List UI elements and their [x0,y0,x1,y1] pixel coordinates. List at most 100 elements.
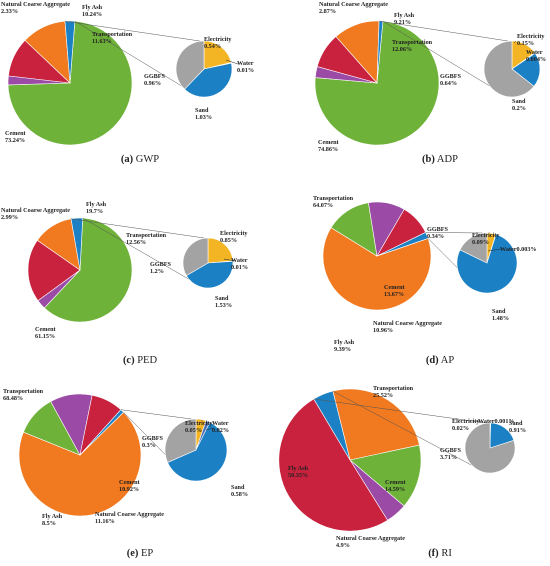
leader-line-water [225,59,239,65]
label-transportation-line: Transportation [92,31,133,38]
sub-slice-ggbfs [182,237,209,277]
label-fly-ash-line: Fly Ash [394,12,415,19]
label-fly-ash-line: Fly Ash [86,201,107,208]
label-electricity-line: 0.09% [472,239,489,246]
label-natural-coarse-aggregate: Natural Coarse Aggregate 11.16% [95,511,164,525]
label-electricity-line: Electricity [452,418,480,425]
label-transportation-line: 64.07% [313,202,333,209]
sub-slice-ggbfs [164,418,197,463]
caption-title: RI [439,548,453,559]
label-fly-ash: Fly Ash 9.39% [334,339,355,353]
label-sand-line: Sand [512,98,526,105]
label-fly-ash: Fly Ash 50.35% [288,465,309,479]
label-fly-ash-line: 10.24% [82,11,102,18]
connector-line-bottom [82,217,205,289]
label-ggbfs-line: GGBFS [440,447,462,454]
label-ggbfs-line: 0.34% [427,233,444,240]
label-water-line: Water [237,60,254,67]
label-ggbfs: GGBFS 1.2% [150,261,172,275]
label-water: Water0.003% [500,246,537,253]
label-cement-line: 74.86% [318,146,338,153]
label-fly-ash: Fly Ash 19.7% [86,201,107,215]
label-water-line: Water0.001% [478,418,515,425]
label-transportation: Transportation 12.56% [126,232,167,246]
label-natural-coarse-aggregate: Natural Coarse Aggregate 2.87% [319,1,388,15]
caption-ap: (d) AP [426,355,454,366]
connector-line-top [313,398,487,424]
label-electricity-line: Electricity [472,232,500,239]
label-water: Water 0.01% [231,257,248,271]
label-ggbfs-line: 0.96% [144,80,161,87]
label-water: Water0.001% [478,418,515,425]
label-sand: Sand 1.03% [195,107,212,121]
sub-slice-ggbfs [464,422,516,474]
caption-letter: (d) [426,355,439,366]
sub-slice-ggbfs [459,232,488,264]
label-fly-ash: Fly Ash 9.21% [394,12,415,26]
label-natural-coarse-aggregate-line: Natural Coarse Aggregate [1,1,70,8]
label-natural-coarse-aggregate-line: Natural Coarse Aggregate [319,1,388,8]
label-cement: Cement 61.15% [35,326,57,340]
label-fly-ash-line: 9.21% [394,19,411,26]
label-cement: Cement 73.24% [5,130,27,144]
slice-fly-ash [27,239,81,302]
label-water: Water 0.02% [212,420,229,434]
label-sand-line: 1.53% [215,302,232,309]
label-fly-ash-line: Fly Ash [42,513,63,520]
label-electricity: Electricity 0.09% [472,232,500,246]
label-ggbfs-line: GGBFS [150,261,172,268]
label-natural-coarse-aggregate: Natural Coarse Aggregate 2.99% [1,207,70,221]
connector-line-bottom [74,20,200,98]
label-fly-ash-line: 50.35% [288,472,308,479]
label-sand: Sand 0.58% [231,484,248,498]
label-fly-ash-line: 19.7% [86,208,103,215]
pie-chart-ep: Transportation 68.48% Cement 10.92% Natural … [3,388,248,559]
leader-line-water [487,248,502,252]
label-ggbfs: GGBFS 0.3% [142,435,164,449]
label-sand-line: Sand [492,308,506,315]
label-cement-line: Cement [385,479,407,486]
label-ggbfs: GGBFS 0.96% [144,73,166,87]
label-cement-line: Cement [119,479,141,486]
sub-slice-sand [456,234,518,294]
label-ggbfs-line: GGBFS [440,73,462,80]
label-natural-coarse-aggregate-line: 2.87% [319,8,336,15]
label-sand-line: 0.58% [231,491,248,498]
label-transportation-line: 68.48% [3,395,23,402]
label-electricity-line: 0.02% [452,425,469,432]
label-water-line: 0.01% [237,67,254,74]
label-electricity: Electricity 0.85% [220,230,248,244]
label-cement-line: 10.92% [119,486,139,493]
label-cement-line: 61.15% [35,333,55,340]
label-water-line: Water [231,257,248,264]
caption-letter: (e) [127,548,139,559]
pie-chart-gwp: Cement 73.24% Natural Coarse Aggregate 2.33… [1,1,254,165]
sub-slice-ggbfs [175,40,205,90]
caption-ped: (c) PED [123,355,158,366]
connector-line-top [64,20,200,42]
label-electricity: Electricity 0.54% [204,36,232,50]
label-transportation-line: Transportation [3,388,44,395]
label-ggbfs: GGBFS 0.34% [427,226,449,240]
label-fly-ash-line: Fly Ash [334,339,355,346]
leader-line-water [223,258,236,262]
pie-chart-ped: Cement 61.15% Natural Coarse Aggregate 2.99… [1,201,248,366]
connector-line-top [379,20,508,42]
label-water-line: Water [212,420,229,427]
label-electricity-line: 0.54% [204,43,221,50]
label-transportation-line: Transportation [392,39,433,46]
connector-line-top [425,232,483,234]
label-transportation-line: 25.52% [373,392,393,399]
pie-chart-ap: Transportation 64.07% Cement 13.67% Natural … [313,195,537,366]
connector-line-top [71,218,205,239]
label-ggbfs-line: 1.2% [150,268,164,275]
caption-letter: (f) [428,548,439,559]
label-transportation-line: Transportation [126,232,167,239]
caption-letter: (c) [123,355,135,366]
label-fly-ash-line: 8.5% [42,520,56,527]
label-ggbfs: GGBFS 0.64% [440,73,462,87]
label-cement: Cement 10.92% [119,479,141,493]
label-water: Water 0.004% [526,49,546,63]
sub-slice-sand [186,261,234,289]
label-cement-line: Cement [384,284,406,291]
